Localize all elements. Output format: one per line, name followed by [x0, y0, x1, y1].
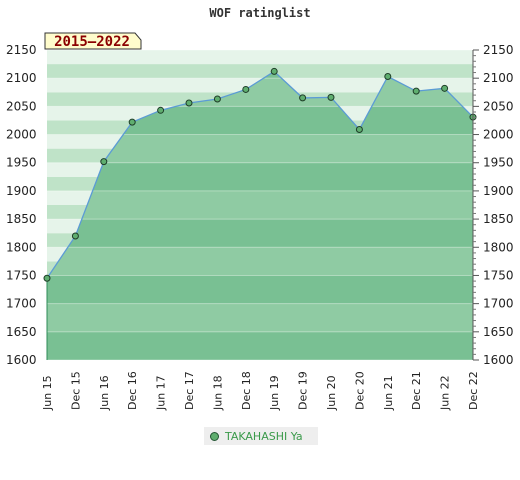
data-point	[100, 158, 108, 166]
data-point	[242, 85, 250, 93]
area-band	[47, 303, 473, 332]
gridlines	[47, 49, 473, 361]
y-tick-label: 2150	[483, 43, 514, 57]
y-tick-label: 1700	[6, 297, 37, 311]
x-tick-label: Jun 17	[155, 375, 168, 411]
data-point	[441, 84, 449, 92]
y-tick-label: 1900	[6, 184, 37, 198]
x-tick-label: Jun 21	[382, 375, 395, 411]
y-axis-left: 1600 1650 1700 1750 1800 1850 1900 1950 2000 2050…	[6, 43, 37, 367]
y-tick-label: 1900	[483, 184, 514, 198]
x-tick-label: Dec 15	[69, 371, 82, 410]
y-tick-label: 1750	[6, 268, 37, 282]
x-tick-label: Dec 21	[410, 371, 423, 410]
data-point	[185, 99, 193, 107]
x-tick-label: Jun 15	[41, 375, 54, 411]
data-point	[327, 93, 335, 101]
y-tick-label: 1700	[483, 297, 514, 311]
area-band	[47, 219, 473, 248]
x-tick-label: Dec 17	[183, 371, 196, 410]
data-point	[128, 118, 136, 126]
area-band	[47, 190, 473, 220]
area-band	[47, 275, 473, 304]
x-tick-label: Jun 19	[268, 375, 281, 411]
x-tick-label: Jun 22	[439, 375, 452, 411]
y-tick-label: 2000	[6, 128, 37, 142]
data-point	[71, 232, 79, 240]
y-tick-label: 1650	[6, 325, 37, 339]
y-tick-label: 1600	[6, 353, 37, 367]
x-axis: Jun 15 Dec 15 Jun 16 Dec 16 Jun 17 Dec 17 Jun …	[41, 371, 480, 411]
y-tick-label: 1800	[483, 240, 514, 254]
period-badge: 2015–2022	[44, 32, 142, 50]
data-point	[43, 274, 51, 282]
y-tick-label: 2100	[483, 71, 514, 85]
y-tick-label: 1750	[483, 268, 514, 282]
y-tick-label: 1950	[6, 156, 37, 170]
data-point	[213, 95, 221, 103]
y-tick-label: 2150	[6, 43, 37, 57]
y-tick-label: 1600	[483, 353, 514, 367]
period-badge-label: 2015–2022	[54, 34, 130, 50]
y-tick-label: 2000	[483, 128, 514, 142]
x-tick-label: Dec 16	[126, 371, 139, 410]
y-tick-label: 1850	[483, 212, 514, 226]
y-tick-label: 1850	[6, 212, 37, 226]
data-point	[384, 72, 392, 80]
x-tick-label: Dec 20	[353, 371, 366, 410]
background-band	[47, 64, 473, 79]
rating-line	[46, 70, 474, 360]
y-axis-right: 1600 1650 1700 1750 1800 1850 1900 1950 2000 2050…	[472, 43, 514, 367]
area-band	[47, 162, 473, 191]
x-tick-label: Jun 20	[325, 375, 338, 411]
data-point	[412, 87, 420, 95]
x-tick-label: Dec 18	[240, 371, 253, 410]
data-markers	[43, 67, 477, 282]
series-line	[46, 70, 474, 279]
data-point	[270, 67, 278, 75]
x-tick-label: Dec 19	[297, 371, 310, 410]
y-tick-label: 1950	[483, 156, 514, 170]
legend-series-label: TAKAHASHI Ya	[225, 429, 303, 443]
x-tick-label: Dec 22	[467, 371, 480, 410]
y-tick-label: 2050	[6, 99, 37, 113]
y-tick-label: 2100	[6, 71, 37, 85]
data-point	[355, 125, 363, 133]
y-tick-label: 2050	[483, 99, 514, 113]
chart-title: WOF ratinglist	[209, 6, 310, 20]
data-point	[299, 94, 307, 102]
data-point	[157, 106, 165, 114]
legend: TAKAHASHI Ya	[204, 427, 318, 445]
x-tick-label: Jun 18	[211, 375, 224, 411]
area-band	[47, 247, 473, 276]
x-tick-label: Jun 16	[98, 375, 111, 411]
background-band	[47, 50, 473, 65]
y-tick-label: 1650	[483, 325, 514, 339]
legend-marker-icon	[210, 431, 219, 441]
area-band	[47, 331, 473, 360]
y-tick-label: 1800	[6, 240, 37, 254]
